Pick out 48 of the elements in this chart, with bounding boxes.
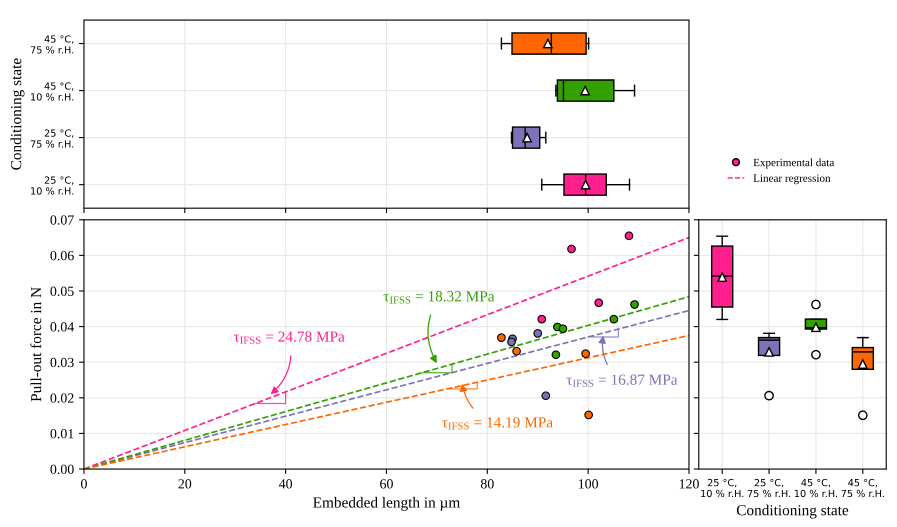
x-tick-label: 25 °C, 10 % r.H. (701, 478, 744, 498)
point (584, 410, 594, 420)
x-tick-label: 25 °C, 75 % r.H. (748, 478, 790, 498)
x-tick-label: 40 (278, 479, 292, 489)
x-axis-title: Embedded length in µm (313, 496, 460, 511)
legend-label: Linear regression (753, 174, 830, 184)
y-tick-label: 0.05 (50, 286, 74, 296)
point (610, 314, 618, 324)
point (552, 350, 560, 360)
y-tick-label: 25 °C, 75 % r.H. (30, 129, 74, 148)
point (567, 244, 576, 254)
y-tick-label: 0.00 (50, 464, 74, 474)
point (630, 300, 639, 309)
y-tick-label: 0.01 (50, 429, 74, 438)
point (541, 391, 550, 400)
x-tick-label: 100 (578, 479, 598, 489)
annotation: τ$_{IFSS}$ = 14.19 MPa (442, 417, 553, 430)
y-tick-label: 45 °C, 10 % r.H. (31, 82, 74, 101)
annotation: τ$_{IFSS}$ = 16.87 MPa (566, 374, 678, 387)
point (581, 349, 590, 358)
y-tick-label: 0.02 (50, 393, 74, 403)
y-axis-title: Pull-out force in N (30, 287, 42, 402)
y-axis-title: Conditioning state (10, 58, 24, 170)
x-axis-title: Conditioning state (736, 504, 848, 518)
point (512, 346, 521, 356)
x-tick-label: 120 (680, 479, 699, 489)
point (624, 231, 634, 240)
y-tick-label: 0.04 (50, 322, 74, 332)
point (507, 338, 516, 346)
y-tick-label: 25 °C, 10 % r.H. (31, 176, 74, 195)
annotation: τ$_{IFSS}$ = 18.32 MPa (384, 291, 494, 304)
x-tick-label: 45 °C, 75 % r.H. (841, 478, 884, 498)
x-tick-label: 20 (178, 479, 192, 489)
x-tick-label: 45 °C, 10 % r.H. (794, 478, 837, 498)
point (533, 328, 542, 338)
y-tick-label: 45 °C, 75 % r.H. (30, 35, 74, 54)
x-tick-label: 0 (81, 479, 87, 489)
y-tick-label: 0.06 (50, 250, 74, 260)
y-tick-label: 0.03 (50, 358, 74, 368)
x-tick-label: 60 (380, 479, 393, 489)
point (537, 314, 546, 324)
point (594, 298, 604, 308)
legend-label: Experimental data (753, 158, 834, 168)
point (497, 333, 506, 342)
point (558, 324, 568, 334)
x-tick-label: 80 (480, 479, 494, 489)
y-tick-label: 0.07 (50, 215, 74, 225)
annotation: τ$_{IFSS}$ = 24.78 MPa (234, 331, 345, 344)
